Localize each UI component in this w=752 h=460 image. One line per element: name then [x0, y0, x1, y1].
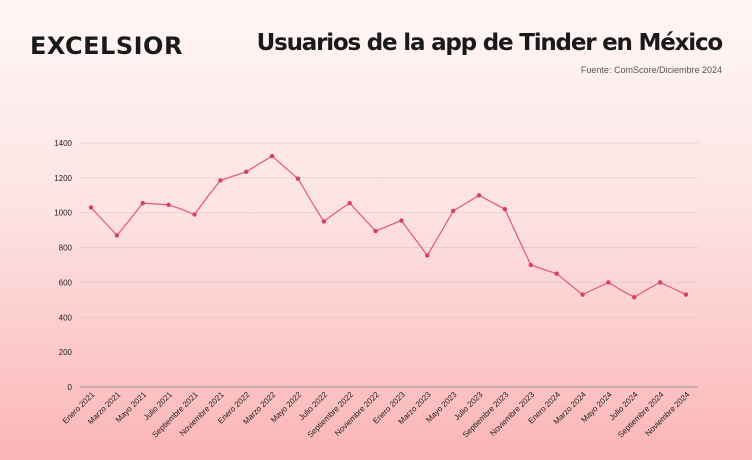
- data-point: [450, 208, 456, 214]
- data-point: [632, 295, 637, 300]
- data-point: [295, 176, 301, 181]
- data-point: [114, 233, 120, 238]
- data-point: [218, 178, 223, 183]
- data-point: [683, 292, 689, 297]
- data-point: [606, 280, 611, 285]
- y-tick-label: 200: [59, 348, 73, 357]
- y-tick-label: 600: [59, 278, 73, 287]
- data-point: [140, 200, 145, 206]
- data-point: [192, 212, 197, 217]
- data-point: [502, 207, 508, 212]
- y-tick-label: 1400: [54, 139, 72, 148]
- series-line: [90, 155, 687, 298]
- logo: EXCELSIOR: [30, 32, 183, 60]
- x-tick-label: Septiembre 2023: [461, 390, 511, 440]
- data-point: [269, 153, 275, 159]
- x-tick-label: Septiembre 2024: [616, 390, 666, 440]
- data-point: [425, 253, 430, 258]
- x-tick-label: Noviembre 2023: [488, 390, 536, 438]
- y-tick-label: 1200: [54, 174, 72, 183]
- data-point: [373, 228, 378, 234]
- data-point: [88, 205, 94, 210]
- page-title: Usuarios de la app de Tinder en México: [256, 30, 724, 56]
- data-point: [476, 193, 482, 198]
- data-point: [347, 200, 352, 206]
- series-markers: [88, 153, 689, 300]
- y-axis-ticks: 0 200 400 600 800 1000 1200 1400: [54, 139, 72, 392]
- data-point: [657, 280, 663, 285]
- y-tick-label: 1000: [54, 209, 72, 218]
- series-line-path: [90, 155, 687, 298]
- y-tick-label: 400: [59, 313, 73, 322]
- source-note: Fuente: ComScore/Diciembre 2024: [580, 65, 722, 75]
- data-point: [528, 262, 533, 268]
- data-point: [399, 218, 404, 223]
- x-tick-label: Septiembre 2021: [150, 390, 200, 440]
- gridlines: [80, 142, 698, 353]
- data-point: [321, 219, 327, 224]
- x-tick-label: Noviembre 2022: [333, 390, 381, 438]
- data-point: [166, 202, 171, 208]
- y-tick-label: 800: [59, 244, 73, 253]
- data-point: [554, 271, 559, 276]
- data-point: [580, 292, 585, 297]
- x-tick-label: Noviembre 2021: [178, 390, 226, 438]
- x-tick-label: Septiembre 2022: [306, 390, 356, 440]
- x-tick-label: Noviembre 2024: [644, 390, 692, 438]
- data-point: [244, 169, 249, 174]
- y-tick-label: 0: [68, 383, 73, 392]
